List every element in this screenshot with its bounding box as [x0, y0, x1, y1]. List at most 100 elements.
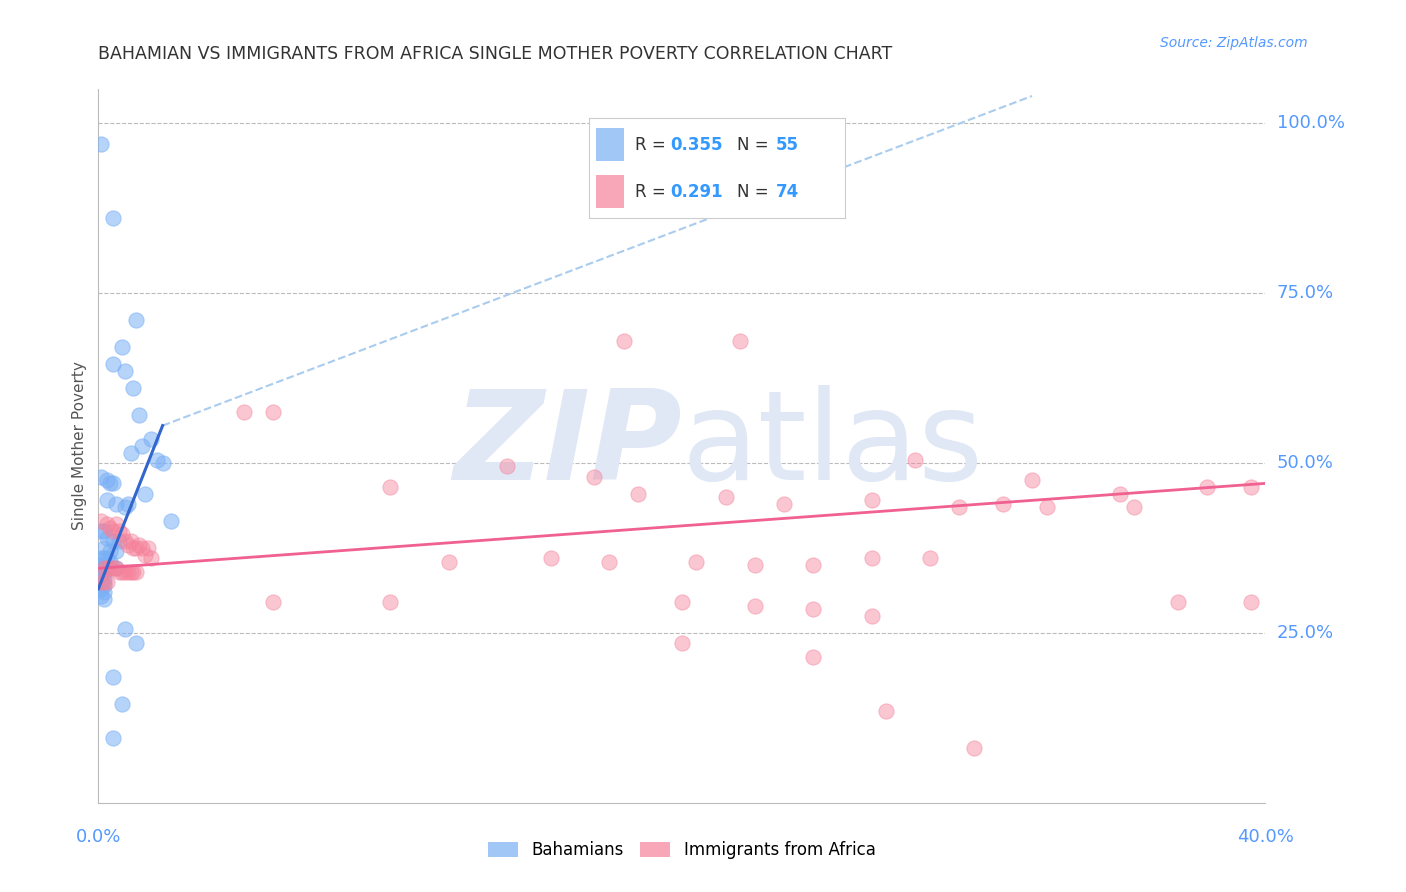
Point — [1167, 595, 1189, 609]
Point — [612, 334, 634, 348]
Point — [111, 565, 134, 579]
Point — [128, 409, 150, 423]
Point — [98, 555, 121, 569]
Point — [90, 136, 112, 151]
Point — [111, 527, 134, 541]
Point — [380, 480, 402, 494]
Point — [93, 524, 115, 538]
Point — [96, 473, 118, 487]
Point — [96, 517, 118, 532]
Text: 75.0%: 75.0% — [1277, 284, 1334, 302]
Point — [93, 591, 115, 606]
Point — [122, 565, 145, 579]
Point — [104, 561, 127, 575]
Point — [98, 520, 121, 534]
Point — [598, 555, 620, 569]
Point — [98, 561, 121, 575]
Point — [125, 565, 148, 579]
Point — [117, 497, 139, 511]
Point — [93, 574, 115, 589]
Point — [101, 670, 124, 684]
Point — [991, 497, 1014, 511]
Point — [1195, 480, 1218, 494]
Point — [744, 558, 766, 572]
Point — [120, 534, 142, 549]
Point — [918, 551, 941, 566]
Point — [90, 582, 112, 596]
Text: BAHAMIAN VS IMMIGRANTS FROM AFRICA SINGLE MOTHER POVERTY CORRELATION CHART: BAHAMIAN VS IMMIGRANTS FROM AFRICA SINGL… — [98, 45, 893, 62]
Point — [744, 599, 766, 613]
Point — [860, 608, 883, 623]
Point — [114, 565, 136, 579]
Point — [93, 578, 115, 592]
Point — [96, 531, 118, 545]
Point — [93, 565, 115, 579]
Point — [101, 358, 124, 372]
Point — [134, 548, 156, 562]
Point — [139, 551, 162, 566]
Point — [90, 572, 112, 586]
Point — [101, 211, 124, 226]
Point — [93, 561, 115, 575]
Point — [146, 452, 169, 467]
Point — [904, 452, 927, 467]
Point — [111, 341, 134, 355]
Point — [93, 585, 115, 599]
Point — [773, 497, 796, 511]
Point — [134, 486, 156, 500]
Point — [117, 565, 139, 579]
Point — [875, 704, 897, 718]
Point — [96, 558, 118, 572]
Point — [1240, 480, 1263, 494]
Point — [1108, 486, 1130, 500]
Point — [1035, 500, 1057, 515]
Point — [108, 565, 131, 579]
Point — [122, 541, 145, 555]
Point — [1240, 595, 1263, 609]
Point — [714, 490, 737, 504]
Point — [93, 551, 115, 566]
Point — [860, 493, 883, 508]
Point — [671, 595, 693, 609]
Point — [101, 524, 124, 538]
Point — [96, 561, 118, 575]
Text: 50.0%: 50.0% — [1277, 454, 1333, 472]
Point — [136, 541, 159, 555]
Point — [120, 565, 142, 579]
Point — [962, 741, 984, 756]
Text: Source: ZipAtlas.com: Source: ZipAtlas.com — [1160, 36, 1308, 50]
Point — [104, 544, 127, 558]
Point — [125, 636, 148, 650]
Point — [152, 456, 174, 470]
Point — [90, 574, 112, 589]
Point — [93, 572, 115, 586]
Point — [117, 537, 139, 551]
Text: 25.0%: 25.0% — [1277, 624, 1334, 642]
Point — [93, 541, 115, 555]
Point — [96, 551, 118, 566]
Point — [98, 544, 121, 558]
Point — [111, 698, 134, 712]
Point — [90, 574, 112, 589]
Point — [1021, 473, 1043, 487]
Text: 100.0%: 100.0% — [1277, 114, 1344, 132]
Point — [101, 561, 124, 575]
Point — [496, 459, 519, 474]
Point — [90, 469, 112, 483]
Point — [160, 514, 183, 528]
Point — [128, 537, 150, 551]
Point — [948, 500, 970, 515]
Point — [96, 574, 118, 589]
Point — [90, 589, 112, 603]
Legend: Bahamians, Immigrants from Africa: Bahamians, Immigrants from Africa — [481, 835, 883, 866]
Point — [104, 517, 127, 532]
Point — [122, 381, 145, 395]
Point — [93, 558, 115, 572]
Point — [120, 446, 142, 460]
Point — [583, 469, 606, 483]
Point — [90, 565, 112, 579]
Point — [380, 595, 402, 609]
Point — [114, 534, 136, 549]
Point — [104, 497, 127, 511]
Point — [1123, 500, 1146, 515]
